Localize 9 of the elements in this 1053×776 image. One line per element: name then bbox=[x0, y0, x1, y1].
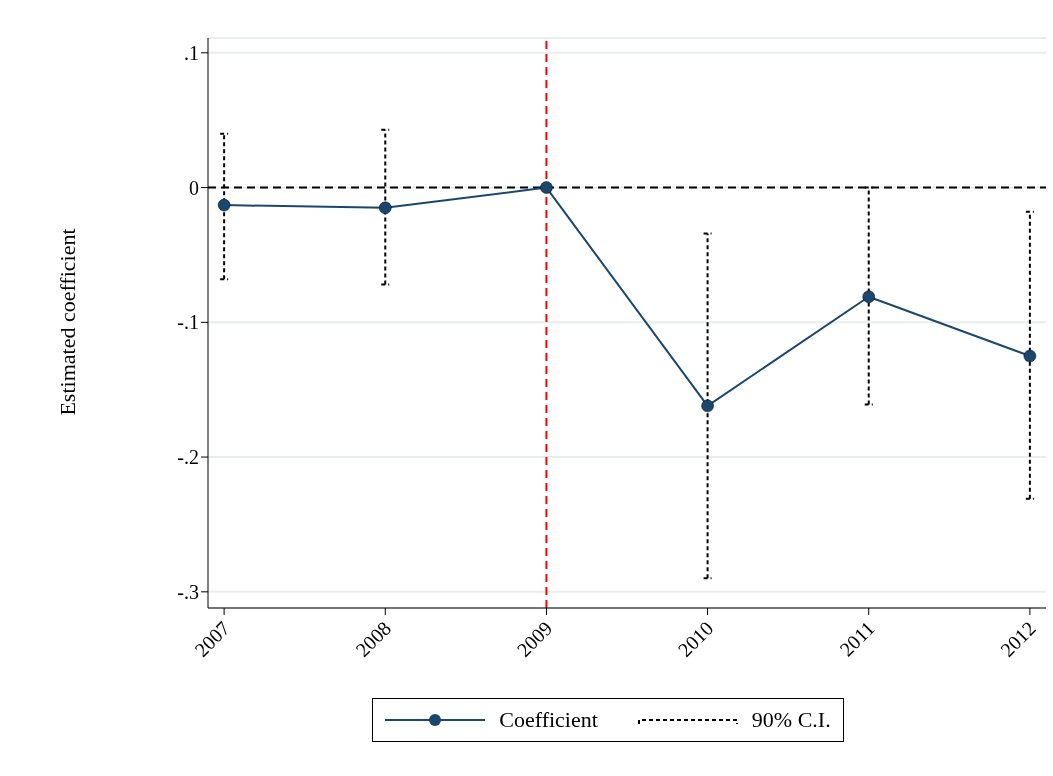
y-axis-title: Estimated coefficient bbox=[55, 228, 81, 416]
y-tick-label: .1 bbox=[184, 41, 199, 64]
x-tick-label: 2011 bbox=[835, 617, 879, 661]
y-tick-label: 0 bbox=[189, 176, 199, 199]
legend-label: Coefficient bbox=[499, 707, 598, 733]
y-tick-label: -.1 bbox=[177, 311, 199, 334]
y-tick-label: -.3 bbox=[177, 580, 199, 603]
text: 90% C.I. bbox=[751, 707, 831, 733]
y-tick-label: -.2 bbox=[177, 446, 199, 469]
